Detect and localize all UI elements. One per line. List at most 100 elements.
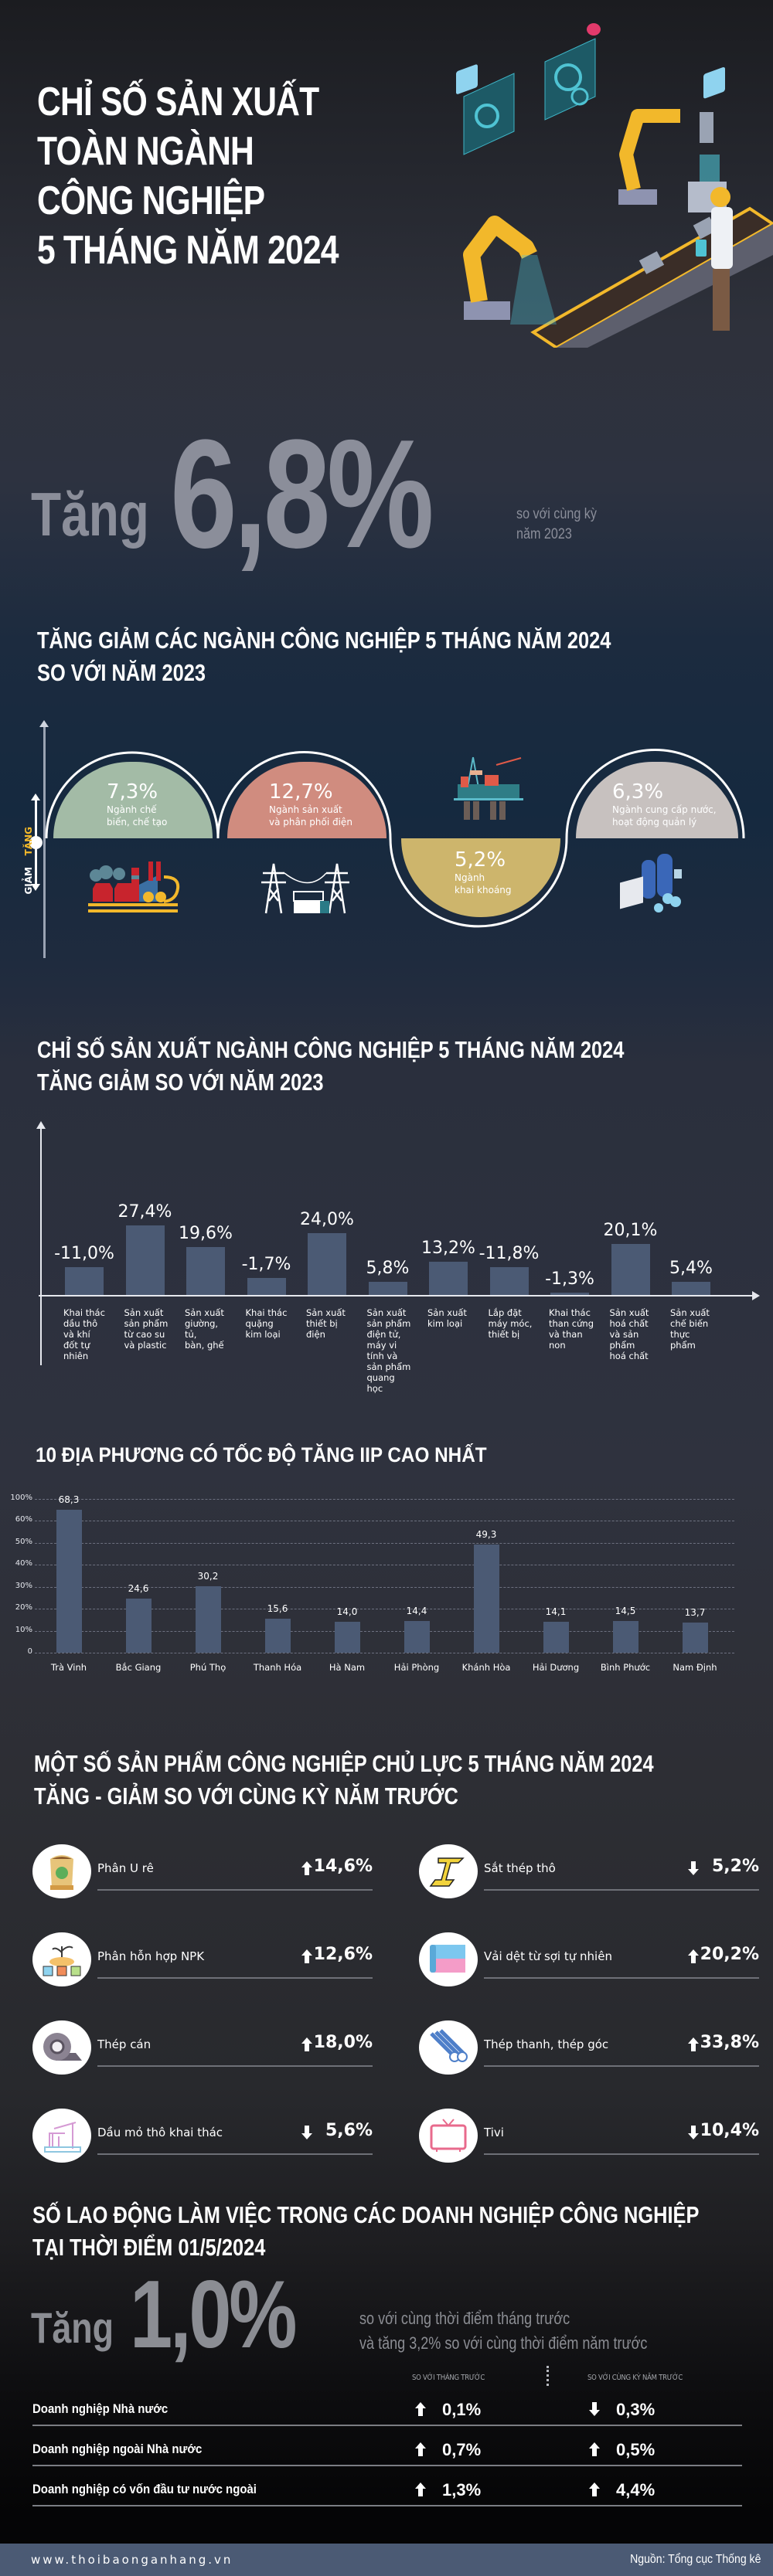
- chart2-category-label: Hà Nam: [329, 1662, 366, 1673]
- chart2-category-label: Phú Thọ: [189, 1662, 226, 1673]
- labor-row: Doanh nghiệp có vốn đầu tư nước ngoài 1,3…: [32, 2476, 742, 2506]
- category-line: và khí: [63, 1329, 90, 1340]
- chart2-category-label: Hải Phòng: [393, 1662, 440, 1673]
- chart1-title: CHỈ SỐ SẢN XUẤT NGÀNH CÔNG NGHIỆP 5 THÁN…: [37, 1034, 624, 1099]
- steel-bars-icon: [419, 2020, 478, 2075]
- category-line: điện tử,: [366, 1329, 401, 1340]
- npk-plant-icon: [32, 1932, 91, 1986]
- factory-icon: [88, 861, 180, 912]
- sector-value: 6,3%: [612, 780, 664, 804]
- chart1-value-label: 24,0%: [300, 1210, 354, 1229]
- steel-coil-icon: [32, 2020, 91, 2075]
- footer: www.thoibaonganhang.vn Nguồn: Tổng cục T…: [0, 2544, 773, 2576]
- category-line: thiết bị: [306, 1318, 338, 1329]
- stat-note: so với cùng thời điểm tháng trước và tăn…: [359, 2306, 714, 2356]
- arrow-down-icon: [589, 2402, 600, 2416]
- category-line: hoá chất: [609, 1318, 649, 1329]
- chart1-bar: [489, 1267, 529, 1295]
- chart1-bar: [308, 1233, 346, 1295]
- arrow-up-icon: [688, 2037, 699, 2051]
- fertilizer-bag-icon: [32, 1844, 91, 1898]
- chart2-y-tick: 20%: [15, 1603, 32, 1612]
- sector-value: 12,7%: [269, 780, 333, 804]
- sector-label-electricity: 12,7% Ngành sản xuất và phân phối điện: [269, 780, 352, 828]
- worker-figure: [696, 187, 733, 331]
- hero-title-line: 5 THÁNG NĂM 2024: [37, 228, 339, 273]
- chart1-bar: [429, 1262, 468, 1295]
- chart2-gridline: [35, 1499, 734, 1500]
- category-line: sản phẩm: [366, 1318, 411, 1329]
- category-line: nhiên: [63, 1351, 89, 1361]
- chart1-value-label: 20,1%: [603, 1221, 658, 1240]
- sector-dome-manufacturing: [53, 762, 213, 838]
- category-line: Sản xuất: [185, 1307, 224, 1318]
- sector-desc: Ngành cung cấp nước,: [612, 804, 717, 815]
- website-link[interactable]: www.thoibaonganhang.vn: [31, 2553, 233, 2567]
- chart1-value-label: 19,6%: [179, 1224, 233, 1243]
- divider: [484, 2065, 759, 2067]
- arrow-up-icon: [589, 2442, 600, 2456]
- category-line: hoá chất: [609, 1351, 649, 1361]
- sector-dome-electricity: [227, 762, 386, 838]
- section-title-line: MỘT SỐ SẢN PHẨM CÔNG NGHIỆP CHỦ LỰC 5 TH…: [34, 1750, 654, 1777]
- arrow-down-icon: [301, 2126, 312, 2139]
- chart2-y-tick: 60%: [15, 1515, 32, 1524]
- category-line: và plastic: [124, 1340, 167, 1351]
- year-change: 0,5%: [616, 2440, 656, 2459]
- chart1-bar: [247, 1278, 286, 1295]
- steel-beam-icon: [419, 1844, 478, 1898]
- sector-desc: Ngành sản xuất: [269, 804, 342, 815]
- chart2-category-label: Nam Định: [673, 1662, 717, 1673]
- divider: [484, 1889, 759, 1891]
- product-name: Thép cán: [97, 2037, 152, 2051]
- source-note: Nguồn: Tổng cục Thống kê: [629, 2553, 761, 2566]
- product-change: 10,4%: [700, 2121, 759, 2140]
- labor-row: Doanh nghiệp ngoài Nhà nước 0,7% 0,5%: [32, 2435, 742, 2466]
- divider: [97, 1889, 373, 1891]
- chart2-value-label: 14,4: [406, 1606, 427, 1617]
- chart2-value-label: 15,6: [267, 1602, 288, 1614]
- chart2-bar: [126, 1599, 152, 1653]
- category-line: non: [549, 1340, 566, 1351]
- enterprise-type: Doanh nghiệp ngoài Nhà nước: [32, 2442, 203, 2456]
- category-line: Lắp đặt: [488, 1307, 522, 1318]
- sector-desc: hoạt động quản lý: [612, 817, 697, 828]
- stat-value: 1,0%: [130, 2262, 298, 2368]
- arrow-down-icon: [31, 884, 40, 891]
- category-line: và than: [549, 1329, 583, 1340]
- chart1-category-label: Khai thác quặng kim loại: [246, 1307, 292, 1340]
- sector-dome-mining: [401, 838, 560, 917]
- chart2-category-label: Hải Dương: [532, 1662, 580, 1673]
- chart1-value-label: 13,2%: [421, 1239, 475, 1258]
- chart2-bar: [335, 1622, 360, 1653]
- stat-note: so với cùng kỳ năm 2023: [516, 505, 621, 545]
- chart2-category-label: Bắc Giang: [115, 1662, 162, 1673]
- category-line: kim loại: [245, 1329, 281, 1340]
- arrow-down-icon: [688, 2126, 699, 2139]
- category-line: tính và: [366, 1351, 398, 1361]
- dome-fill: [53, 762, 213, 838]
- year-change: 4,4%: [616, 2480, 656, 2500]
- sector-value: 7,3%: [107, 780, 158, 804]
- section-title-line: SỐ LAO ĐỘNG LÀM VIỆC TRONG CÁC DOANH NGH…: [32, 2201, 700, 2228]
- chart1-category-label: Lắp đặt máy móc, thiết bị: [489, 1307, 535, 1340]
- stat-prefix: Tăng: [31, 480, 149, 549]
- fabric-roll-icon: [419, 1932, 478, 1986]
- product-item: Phân hỗn hợp NPK 12,6%: [32, 1932, 373, 1986]
- sectors-title: TĂNG GIẢM CÁC NGÀNH CÔNG NGHIỆP 5 THÁNG …: [37, 624, 611, 689]
- chart1-value-label: -11,8%: [478, 1244, 540, 1263]
- divider: [484, 2153, 759, 2155]
- power-tower-icon: [261, 863, 349, 914]
- product-item: Thép thanh, thép góc 33,8%: [419, 2020, 759, 2075]
- arrow-up-icon: [415, 2442, 426, 2456]
- chart2-value-label: 13,7: [684, 1607, 706, 1619]
- chart2-value-label: 30,2: [197, 1571, 219, 1582]
- product-change: 5,6%: [325, 2121, 373, 2140]
- product-item: Phân U rê 14,6%: [32, 1844, 373, 1898]
- product-name: Sắt thép thô: [484, 1861, 556, 1875]
- chart1-value-label: -11,0%: [54, 1244, 114, 1263]
- chart1-value-label: 5,8%: [366, 1259, 410, 1278]
- section-title-line: TĂNG GIẢM CÁC NGÀNH CÔNG NGHIỆP 5 THÁNG …: [37, 627, 611, 654]
- category-line: kim loại: [427, 1318, 463, 1329]
- chart2-bar: [683, 1623, 708, 1653]
